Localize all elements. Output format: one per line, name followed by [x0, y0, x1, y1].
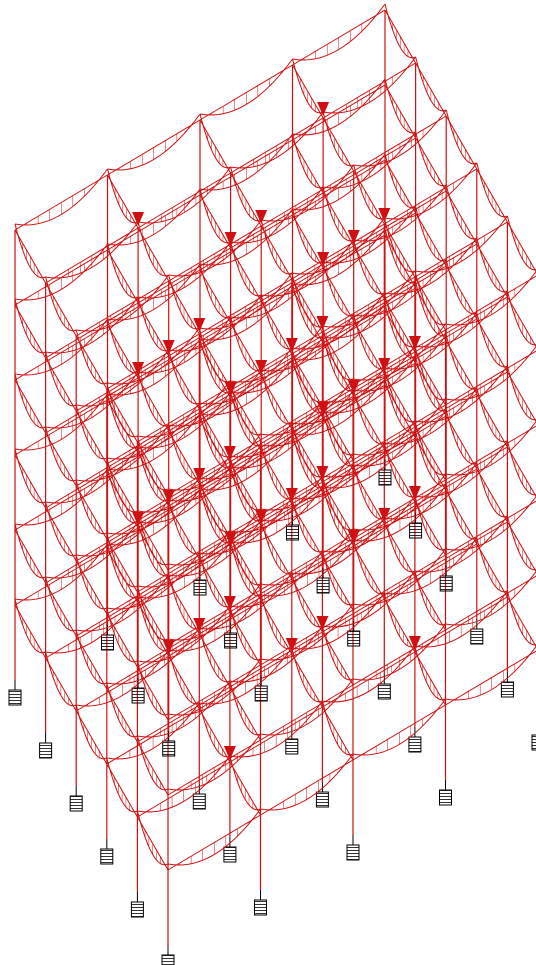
- support: [409, 737, 421, 752]
- support: [501, 682, 513, 697]
- support: [440, 790, 452, 805]
- support: [378, 684, 390, 699]
- page: (() => { JSON.parse(document.getElementB…: [0, 0, 536, 965]
- support: [286, 739, 298, 754]
- support: [70, 796, 82, 811]
- support: [132, 688, 144, 703]
- background: [0, 0, 536, 965]
- support: [316, 792, 328, 807]
- support: [255, 900, 267, 915]
- support: [9, 690, 21, 705]
- support: [131, 902, 143, 917]
- support: [347, 845, 359, 860]
- support: [193, 794, 205, 809]
- support: [40, 743, 52, 758]
- support: [317, 578, 329, 593]
- support: [224, 847, 236, 862]
- support: [101, 849, 113, 864]
- support: [163, 741, 175, 756]
- support: [225, 633, 237, 648]
- support: [162, 955, 174, 965]
- support: [379, 470, 391, 485]
- frame-diagram: [0, 0, 536, 965]
- support: [287, 525, 299, 540]
- support: [255, 686, 267, 701]
- support: [194, 580, 206, 595]
- support: [410, 523, 422, 538]
- support: [532, 735, 536, 750]
- support: [102, 635, 114, 650]
- support: [440, 576, 452, 591]
- support: [471, 629, 483, 644]
- support: [348, 631, 360, 646]
